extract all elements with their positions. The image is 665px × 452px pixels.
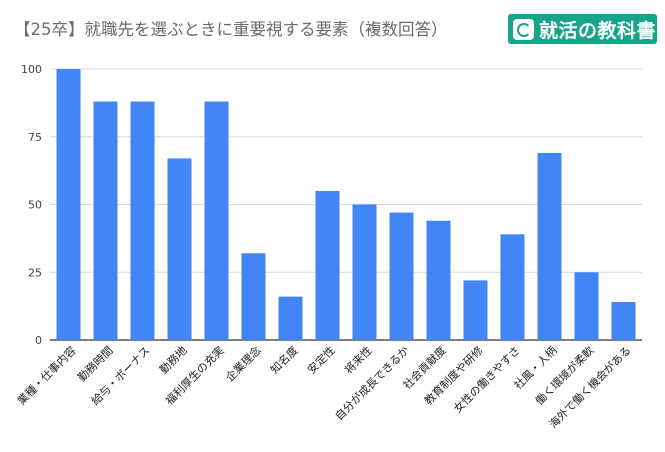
bar bbox=[352, 204, 377, 340]
bar bbox=[204, 101, 229, 341]
bar bbox=[130, 101, 155, 341]
brand-logo-text: 就活の教科書 bbox=[539, 19, 657, 42]
bar bbox=[278, 296, 303, 340]
bar bbox=[611, 302, 636, 340]
bar bbox=[56, 69, 81, 340]
x-tick-label: 業種・仕事内容 bbox=[14, 343, 78, 407]
bar bbox=[574, 272, 599, 340]
speech-bubble-check-icon bbox=[513, 18, 534, 40]
bar bbox=[241, 253, 266, 340]
bar bbox=[537, 153, 562, 340]
x-tick-label: 安定性 bbox=[304, 343, 337, 376]
bar bbox=[167, 158, 192, 340]
x-tick-label: 企業理念 bbox=[223, 343, 264, 384]
brand-logo: 就活の教科書 bbox=[508, 14, 657, 44]
y-axis-ticks: 0 25 50 75 100 bbox=[21, 63, 42, 347]
bar bbox=[315, 190, 340, 340]
bar bbox=[463, 280, 488, 340]
bar bbox=[389, 212, 414, 340]
y-tick-label: 50 bbox=[28, 199, 42, 212]
x-tick-label: 知名度 bbox=[267, 343, 300, 376]
x-tick-label: 女性の働きやすさ bbox=[450, 343, 522, 415]
bar bbox=[500, 234, 525, 340]
x-tick-label: 勤務地 bbox=[156, 343, 189, 376]
bars bbox=[56, 69, 636, 341]
bar bbox=[93, 101, 118, 341]
chart-title: 【25卒】就職先を選ぶときに重要視する要素（複数回答） bbox=[14, 20, 448, 39]
x-tick-label: 将来性 bbox=[341, 343, 374, 376]
y-tick-label: 25 bbox=[28, 266, 42, 279]
bar bbox=[426, 220, 451, 340]
y-tick-label: 75 bbox=[28, 131, 42, 144]
y-tick-label: 100 bbox=[21, 63, 42, 76]
y-tick-label: 0 bbox=[35, 334, 42, 347]
